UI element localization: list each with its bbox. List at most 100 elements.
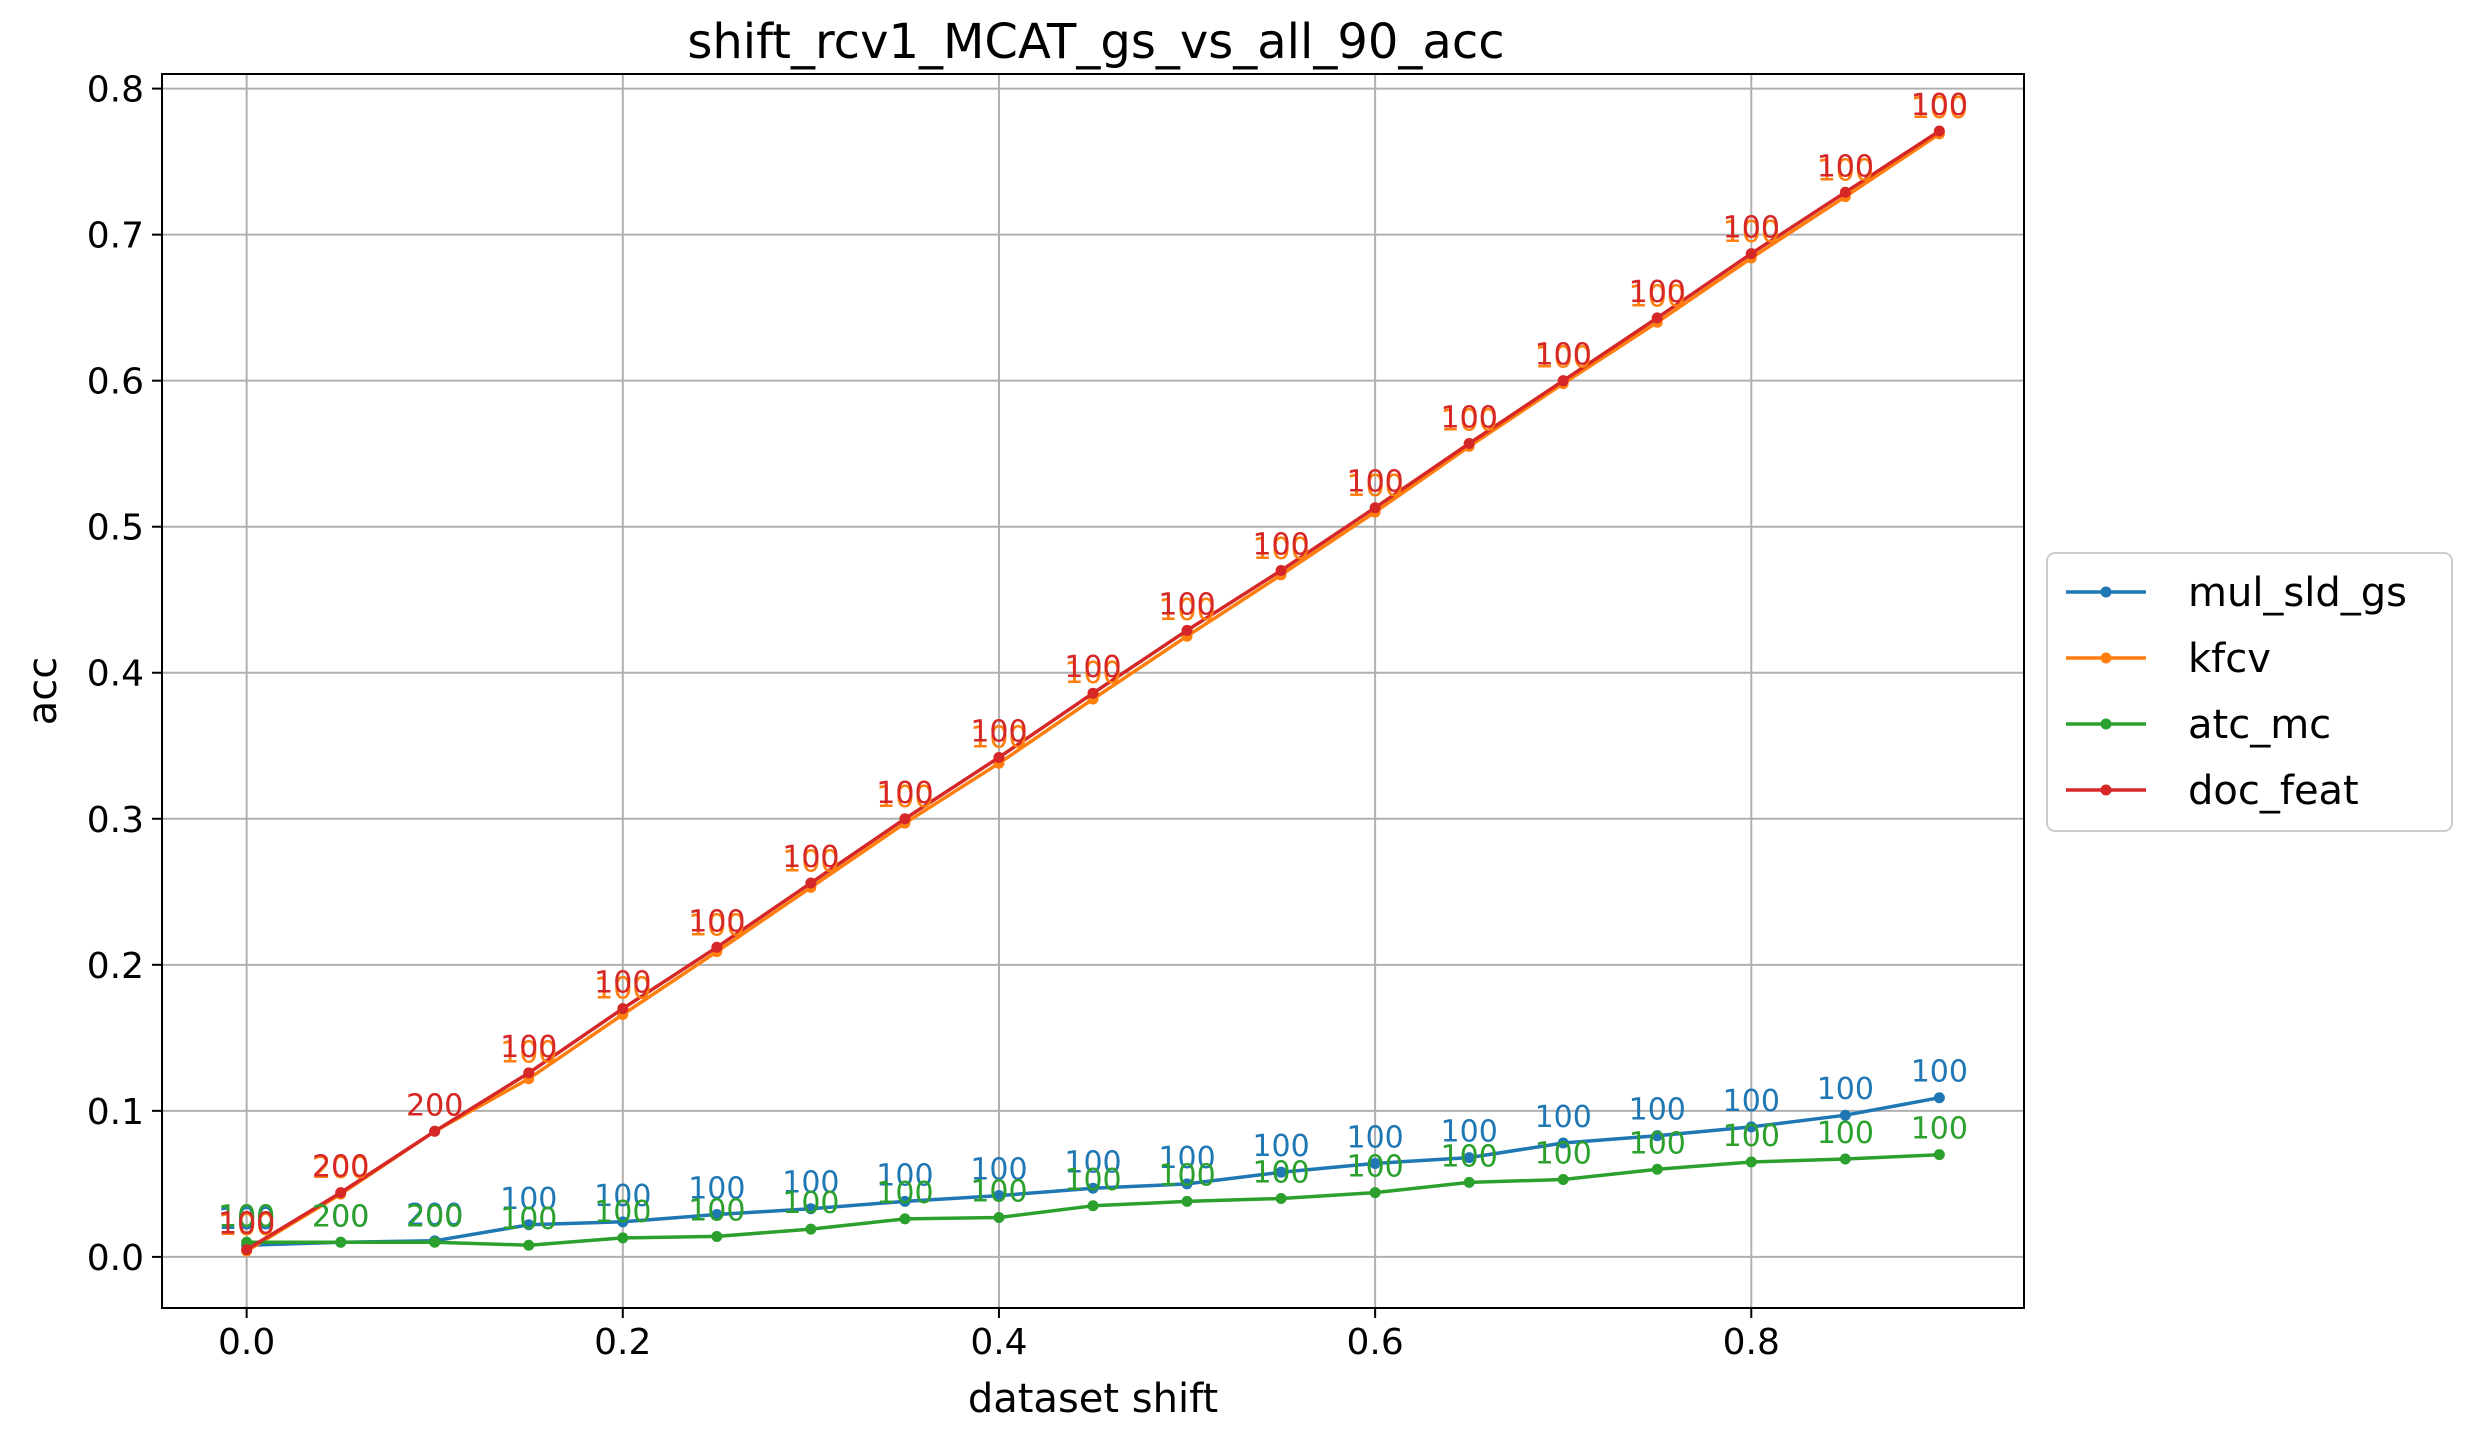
data-label-atc-mc: 100 <box>1441 1139 1498 1174</box>
data-label-atc-mc: 100 <box>1252 1155 1309 1190</box>
data-label-mul-sld-gs: 100 <box>1535 1100 1592 1135</box>
data-label-mul-sld-gs: 100 <box>688 1172 745 1207</box>
data-point-doc-feat <box>1933 125 1945 137</box>
data-point-mul-sld-gs <box>711 1209 723 1221</box>
data-label-doc-feat: 100 <box>1535 338 1592 373</box>
data-label-atc-mc: 100 <box>1346 1150 1403 1185</box>
data-label-doc-feat: 100 <box>594 966 651 1001</box>
data-label-mul-sld-gs: 100 <box>1158 1141 1215 1176</box>
x-tick-label: 0.0 <box>218 1322 275 1363</box>
data-point-mul-sld-gs <box>1369 1157 1381 1169</box>
data-point-atc-mc <box>1651 1163 1663 1175</box>
data-label-mul-sld-gs: 200 <box>312 1199 369 1234</box>
legend-label: doc_feat <box>2188 768 2359 814</box>
x-axis-title: dataset shift <box>968 1376 1218 1422</box>
data-label-doc-feat: 100 <box>1252 528 1309 563</box>
legend-label: kfcv <box>2188 636 2271 682</box>
data-point-atc-mc <box>1087 1200 1099 1212</box>
data-point-mul-sld-gs <box>1651 1130 1663 1142</box>
y-axis-title: acc <box>20 657 66 726</box>
data-label-atc-mc: 100 <box>970 1174 1027 1209</box>
data-point-atc-mc <box>1369 1187 1381 1199</box>
data-label-atc-mc: 100 <box>1817 1116 1874 1151</box>
data-point-mul-sld-gs <box>1745 1121 1757 1133</box>
data-label-mul-sld-gs: 100 <box>782 1166 839 1201</box>
data-label-mul-sld-gs: 100 <box>1064 1145 1121 1180</box>
legend-item-atc-mc: atc_mc <box>2066 702 2331 748</box>
data-point-atc-mc <box>429 1236 441 1248</box>
data-label-atc-mc: 100 <box>1535 1136 1592 1171</box>
legend-swatch-marker <box>2100 586 2112 598</box>
data-label-atc-mc: 100 <box>594 1195 651 1230</box>
data-point-mul-sld-gs <box>1275 1166 1287 1178</box>
data-label-doc-feat: 100 <box>500 1030 557 1065</box>
data-label-atc-mc: 100 <box>1064 1163 1121 1198</box>
data-labels: 100 200 200 100 100 100 100 100 100 100 100 100 100 1… <box>218 88 1968 1243</box>
data-label-mul-sld-gs: 100 <box>1252 1129 1309 1164</box>
data-label-mul-sld-gs: 100 <box>500 1182 557 1217</box>
data-label-kfcv: 100 <box>1629 279 1686 314</box>
data-label-doc-feat: 100 <box>1158 587 1215 622</box>
data-point-doc-feat <box>1839 186 1851 198</box>
data-label-mul-sld-gs: 100 <box>218 1202 275 1237</box>
legend-swatch-marker <box>2100 718 2112 730</box>
data-point-atc-mc <box>617 1232 629 1244</box>
data-label-atc-mc: 200 <box>312 1199 369 1234</box>
data-label-kfcv: 100 <box>594 971 651 1006</box>
x-tick-label: 0.2 <box>594 1322 651 1363</box>
series-layer <box>241 125 1945 1257</box>
data-label-kfcv: 100 <box>1723 215 1780 250</box>
grid <box>162 74 2024 1308</box>
data-point-mul-sld-gs <box>1463 1152 1475 1164</box>
data-point-atc-mc <box>1745 1156 1757 1168</box>
data-label-doc-feat: 100 <box>218 1207 275 1242</box>
data-label-atc-mc: 100 <box>876 1176 933 1211</box>
data-label-doc-feat: 100 <box>1064 650 1121 685</box>
y-tick-label: 0.2 <box>87 946 144 987</box>
legend-label: mul_sld_gs <box>2188 570 2407 616</box>
data-point-doc-feat <box>1557 375 1569 387</box>
data-point-doc-feat <box>1275 565 1287 577</box>
y-tick-label: 0.7 <box>87 216 144 257</box>
data-label-kfcv: 100 <box>1158 593 1215 628</box>
legend-item-mul-sld-gs: mul_sld_gs <box>2066 570 2407 616</box>
data-point-mul-sld-gs <box>993 1190 1005 1202</box>
data-point-doc-feat <box>1651 312 1663 324</box>
data-point-atc-mc <box>1839 1153 1851 1165</box>
data-point-mul-sld-gs <box>617 1216 629 1228</box>
data-point-atc-mc <box>899 1213 911 1225</box>
data-label-kfcv: 100 <box>1064 656 1121 691</box>
data-label-atc-mc: 100 <box>1629 1126 1686 1161</box>
legend-item-kfcv: kfcv <box>2066 636 2271 682</box>
data-point-atc-mc <box>1557 1173 1569 1185</box>
data-label-kfcv: 100 <box>1441 403 1498 438</box>
data-label-atc-mc: 100 <box>500 1202 557 1237</box>
x-tick-label: 0.8 <box>1723 1322 1780 1363</box>
data-point-atc-mc <box>523 1239 535 1251</box>
data-label-doc-feat: 200 <box>406 1088 463 1123</box>
data-label-doc-feat: 100 <box>1817 149 1874 184</box>
data-label-mul-sld-gs: 100 <box>1911 1055 1968 1090</box>
data-label-kfcv: 100 <box>970 720 1027 755</box>
data-label-mul-sld-gs: 100 <box>1441 1115 1498 1150</box>
y-tick-label: 0.5 <box>87 508 144 549</box>
data-point-doc-feat <box>617 1003 629 1015</box>
data-label-doc-feat: 100 <box>1629 275 1686 310</box>
legend-swatch-marker <box>2100 652 2112 664</box>
data-point-doc-feat <box>1745 248 1757 260</box>
data-point-mul-sld-gs <box>805 1203 817 1215</box>
data-label-kfcv: 100 <box>1911 91 1968 126</box>
data-label-doc-feat: 100 <box>876 776 933 811</box>
y-tick-label: 0.6 <box>87 362 144 403</box>
data-label-atc-mc: 100 <box>1723 1119 1780 1154</box>
data-label-kfcv: 100 <box>1252 532 1309 567</box>
data-point-atc-mc <box>1463 1176 1475 1188</box>
data-label-doc-feat: 100 <box>782 840 839 875</box>
data-label-atc-mc: 200 <box>406 1199 463 1234</box>
data-label-mul-sld-gs: 100 <box>1723 1084 1780 1119</box>
y-tick-label: 0.1 <box>87 1092 144 1133</box>
data-point-mul-sld-gs <box>1839 1109 1851 1121</box>
